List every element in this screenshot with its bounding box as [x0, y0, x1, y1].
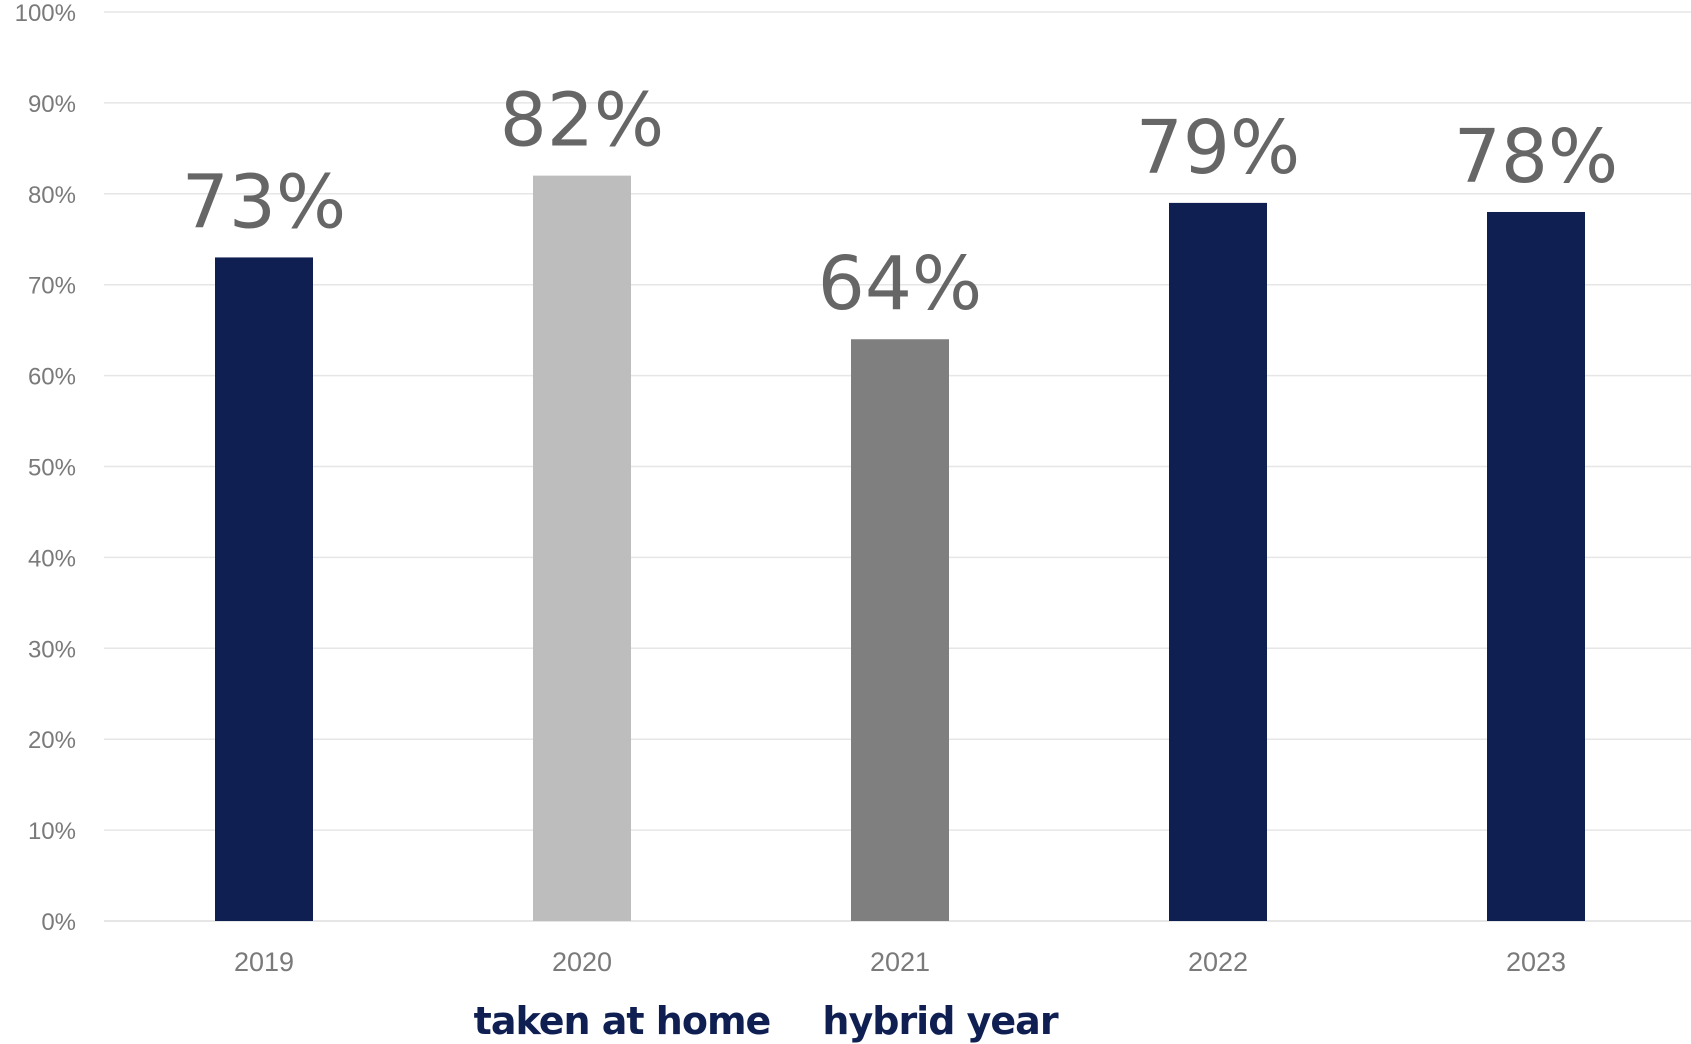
annotation-2021: hybrid year [822, 999, 1058, 1043]
y-tick-label: 100% [15, 0, 76, 27]
y-tick-label: 90% [28, 91, 76, 118]
bar-2023 [1487, 211, 1585, 922]
y-axis-tick-labels: 0% 10% 20% 30% 40% 50% 60% 70% 80% 90% 100% [15, 0, 76, 936]
y-tick-label: 10% [28, 818, 76, 845]
bar-2022 [1169, 202, 1267, 921]
bar-2019 [215, 257, 313, 921]
x-tick-label-2020: 2020 [552, 947, 612, 977]
x-tick-label-2019: 2019 [234, 947, 294, 977]
category-annotations: taken at home hybrid year [474, 999, 1060, 1043]
data-label-2019: 73% [182, 159, 346, 245]
data-label-2023: 78% [1454, 114, 1618, 200]
y-tick-label: 0% [41, 909, 76, 936]
x-tick-label-2021: 2021 [870, 947, 930, 977]
bar-2021 [851, 339, 949, 921]
data-label-2020: 82% [500, 78, 664, 164]
x-tick-label-2022: 2022 [1188, 947, 1248, 977]
y-tick-label: 80% [28, 182, 76, 209]
y-tick-label: 30% [28, 636, 76, 663]
data-label-2021: 64% [818, 241, 982, 327]
annotation-2020: taken at home [474, 999, 771, 1043]
y-tick-label: 20% [28, 727, 76, 754]
data-label-2022: 79% [1136, 105, 1300, 191]
data-labels: 73% 82% 64% 79% 78% [182, 78, 1618, 328]
x-tick-label-2023: 2023 [1506, 947, 1566, 977]
bar-2020 [533, 175, 631, 921]
y-tick-label: 50% [28, 455, 76, 482]
x-axis-tick-labels: 2019 2020 2021 2022 2023 [234, 947, 1566, 977]
bars [215, 175, 1585, 922]
y-tick-label: 70% [28, 273, 76, 300]
y-tick-label: 60% [28, 364, 76, 391]
y-tick-label: 40% [28, 545, 76, 572]
